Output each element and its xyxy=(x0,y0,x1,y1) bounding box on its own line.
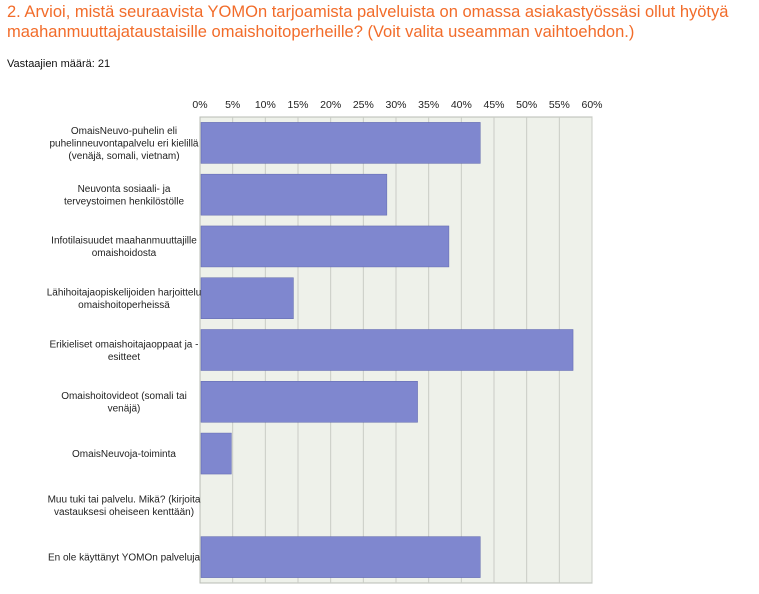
x-tick-label: 55% xyxy=(549,99,570,111)
category-label: Lähihoitajaopiskelijoiden harjoittelu xyxy=(47,287,202,298)
category-label: Neuvonta sosiaali- ja xyxy=(78,184,171,195)
x-tick-label: 20% xyxy=(320,99,341,111)
category-label: Erikieliset omaishoitajaoppaat ja - xyxy=(50,339,199,350)
x-tick-label: 5% xyxy=(225,99,240,111)
bar xyxy=(200,122,481,164)
x-tick-label: 0% xyxy=(192,99,207,111)
respondent-count: Vastaajien määrä: 21 xyxy=(7,58,111,70)
category-label: Omaishoitovideot (somali tai xyxy=(61,391,187,402)
category-label: omaishoidosta xyxy=(92,248,157,259)
bar xyxy=(200,432,232,475)
category-label: OmaisNeuvoja-toiminta xyxy=(72,449,176,460)
category-label: Infotilaisuudet maahanmuuttajille xyxy=(51,236,197,247)
category-label: En ole käyttänyt YOMOn palveluja xyxy=(48,553,201,564)
category-label: (venäjä, somali, vietnam) xyxy=(68,151,179,162)
category-label: venäjä) xyxy=(108,404,141,415)
bar xyxy=(200,225,450,268)
x-tick-label: 15% xyxy=(287,99,308,111)
category-label: esitteet xyxy=(108,352,140,363)
x-tick-label: 60% xyxy=(581,99,602,111)
x-tick-label: 30% xyxy=(385,99,406,111)
category-label: OmaisNeuvo-puhelin eli xyxy=(71,126,177,137)
x-tick-label: 35% xyxy=(418,99,439,111)
bar xyxy=(200,173,388,216)
question-title: 2. Arvioi, mistä seuraavista YOMOn tarjo… xyxy=(7,3,729,41)
category-label: puhelinneuvontapalvelu eri kielillä xyxy=(50,138,199,149)
x-tick-label: 50% xyxy=(516,99,537,111)
bar xyxy=(200,329,574,371)
category-label: terveystoimen henkilöstölle xyxy=(64,196,184,207)
category-label: omaishoitoperheissä xyxy=(78,300,170,311)
category-label: Muu tuki tai palvelu. Mikä? (kirjoita xyxy=(48,495,201,506)
x-tick-label: 10% xyxy=(255,99,276,111)
category-label: vastauksesi oheiseen kenttään) xyxy=(54,507,194,518)
bar xyxy=(200,381,418,423)
x-tick-label: 45% xyxy=(483,99,504,111)
bar xyxy=(200,277,294,319)
bar xyxy=(200,536,481,578)
x-tick-label: 25% xyxy=(353,99,374,111)
x-tick-label: 40% xyxy=(451,99,472,111)
